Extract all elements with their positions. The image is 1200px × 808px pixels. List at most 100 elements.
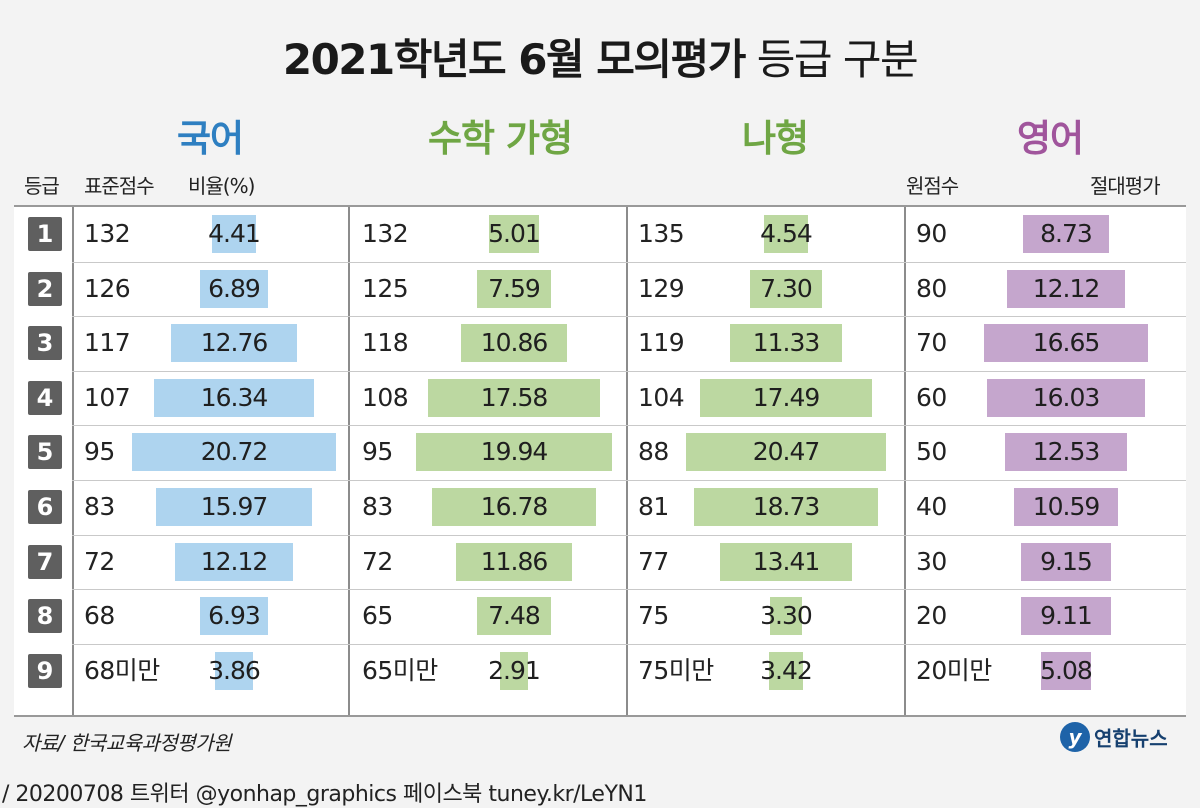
english-bar xyxy=(1006,269,1126,308)
korean-value-label: 15.97 xyxy=(200,492,269,521)
english-score: 90 xyxy=(916,219,947,248)
math-na-score: 75미만 xyxy=(638,655,714,685)
logo-text: 연합뉴스 xyxy=(1094,726,1168,751)
math-ga-bar xyxy=(489,215,539,253)
korean-score: 72 xyxy=(84,546,115,576)
korean-bar xyxy=(174,542,294,581)
row-divider xyxy=(72,316,1186,318)
korean-bar xyxy=(155,488,313,526)
subject-math-na: 나형 xyxy=(741,117,809,160)
math-na-bar xyxy=(730,324,842,363)
korean-bar xyxy=(132,433,336,472)
english-bar xyxy=(1004,433,1128,472)
korean-bar xyxy=(200,597,268,636)
korean-bar xyxy=(215,651,253,690)
english-bar xyxy=(984,324,1148,363)
english-value-label: 16.65 xyxy=(1032,328,1101,358)
chart-title: 2021학년도 6월 모의평가 등급 구분 xyxy=(0,26,1200,87)
english-bar xyxy=(1041,651,1091,690)
logo-mark-icon: y xyxy=(1060,722,1090,752)
english-score: 70 xyxy=(916,328,947,358)
math-na-bar xyxy=(769,597,803,636)
subject-math-ga: 수학 가형 xyxy=(427,117,573,160)
math-ga-value-label: 2.91 xyxy=(488,655,541,685)
math-ga-bar xyxy=(427,378,601,417)
english-score: 80 xyxy=(916,273,947,303)
english-value-label: 12.12 xyxy=(1032,273,1101,303)
korean-score: 132 xyxy=(84,219,131,248)
grade-badge: 9 xyxy=(28,653,62,688)
english-score: 60 xyxy=(916,382,947,412)
subject-english: 영어 xyxy=(1016,117,1084,160)
math-ga-value-label: 11.86 xyxy=(480,546,549,576)
english-value-label: 9.11 xyxy=(1040,601,1093,631)
math-ga-score: 83 xyxy=(362,492,393,521)
math-na-value-label: 18.73 xyxy=(752,492,821,521)
math-ga-bar xyxy=(499,651,529,690)
math-ga-score: 108 xyxy=(362,382,409,412)
math-ga-score: 95 xyxy=(362,437,393,467)
english-score: 30 xyxy=(916,546,947,576)
english-bar xyxy=(1021,542,1111,581)
math-na-value-label: 4.54 xyxy=(760,219,813,248)
grade-badge: 3 xyxy=(28,326,62,361)
title-main: 2021학년도 6월 모의평가 xyxy=(282,35,746,84)
math-na-value-label: 13.41 xyxy=(752,546,821,576)
english-bar xyxy=(1014,488,1118,526)
math-ga-bar xyxy=(477,597,551,636)
math-na-score: 119 xyxy=(638,328,685,358)
math-na-score: 81 xyxy=(638,492,669,521)
math-na-value-label: 11.33 xyxy=(752,328,821,358)
column-divider xyxy=(72,207,74,715)
grade-badge: 6 xyxy=(28,490,62,524)
math-na-score: 135 xyxy=(638,219,685,248)
source-note: 자료/ 한국교육과정평가원 xyxy=(22,731,232,755)
korean-bar xyxy=(171,324,297,363)
korean-value-label: 6.89 xyxy=(208,273,261,303)
korean-bar xyxy=(153,378,315,417)
english-bar xyxy=(1023,215,1109,253)
math-na-bar xyxy=(763,215,809,253)
grade-badge: 8 xyxy=(28,599,62,634)
english-value-label: 10.59 xyxy=(1032,492,1101,521)
math-na-bar xyxy=(685,433,887,472)
math-na-score: 75 xyxy=(638,601,669,631)
header-grade: 등급 xyxy=(24,174,60,198)
english-value-label: 16.03 xyxy=(1032,382,1101,412)
math-ga-value-label: 17.58 xyxy=(480,382,549,412)
column-divider xyxy=(904,207,906,715)
korean-value-label: 12.76 xyxy=(200,328,269,358)
math-na-bar xyxy=(769,651,803,690)
math-ga-bar xyxy=(416,433,612,472)
grade-badge: 7 xyxy=(28,544,62,579)
korean-bar xyxy=(200,269,268,308)
english-score: 50 xyxy=(916,437,947,467)
header-ratio: 비율(%) xyxy=(188,174,255,198)
yonhap-logo: y 연합뉴스 xyxy=(1060,722,1168,752)
korean-score: 117 xyxy=(84,328,131,358)
grade-badge: 1 xyxy=(28,217,62,251)
row-divider xyxy=(72,370,1186,372)
korean-score: 107 xyxy=(84,382,131,412)
math-ga-score: 118 xyxy=(362,328,409,358)
math-na-value-label: 20.47 xyxy=(752,437,821,467)
korean-value-label: 6.93 xyxy=(208,601,261,631)
korean-score: 68 xyxy=(84,601,115,631)
math-ga-score: 65 xyxy=(362,601,393,631)
row-divider xyxy=(72,643,1186,645)
math-na-value-label: 7.30 xyxy=(760,273,813,303)
row-divider xyxy=(72,534,1186,536)
math-na-bar xyxy=(720,542,852,581)
column-divider xyxy=(626,207,628,715)
math-ga-bar xyxy=(476,269,552,308)
math-ga-bar xyxy=(460,324,568,363)
korean-value-label: 20.72 xyxy=(200,437,269,467)
korean-score: 126 xyxy=(84,273,131,303)
grade-badge: 5 xyxy=(28,435,62,470)
english-bar xyxy=(1021,597,1111,636)
column-divider xyxy=(348,207,350,715)
grade-badge: 2 xyxy=(28,271,62,306)
math-na-bar xyxy=(694,488,878,526)
english-score: 40 xyxy=(916,492,947,521)
header-absolute: 절대평가 xyxy=(1090,174,1161,198)
